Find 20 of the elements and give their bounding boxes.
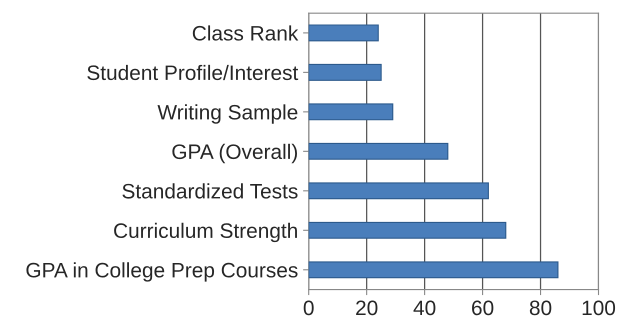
bar bbox=[308, 182, 489, 200]
x-tick-label: 20 bbox=[356, 300, 378, 316]
bar bbox=[308, 103, 394, 120]
y-tick-label: Student Profile/Interest bbox=[87, 64, 298, 80]
x-tick-label: 0 bbox=[304, 300, 314, 316]
y-tick-label: GPA in College Prep Courses bbox=[26, 262, 298, 282]
y-tick-label: Curriculum Strength bbox=[114, 222, 297, 242]
y-tick-label: Writing Sample bbox=[158, 104, 298, 124]
y-tick-label: GPA (Overall) bbox=[172, 144, 297, 164]
x-tick-label: 60 bbox=[472, 300, 494, 316]
bar bbox=[308, 261, 558, 278]
bar bbox=[308, 142, 448, 160]
y-tick-label: Standardized Tests bbox=[122, 183, 298, 199]
x-tick-label: 80 bbox=[530, 300, 552, 316]
x-tick-label: 40 bbox=[414, 300, 436, 316]
x-tick-label: 100 bbox=[582, 300, 616, 316]
bar bbox=[308, 24, 379, 42]
y-tick-label: Class Rank bbox=[192, 25, 298, 41]
bar bbox=[308, 222, 506, 239]
bar bbox=[308, 64, 382, 81]
